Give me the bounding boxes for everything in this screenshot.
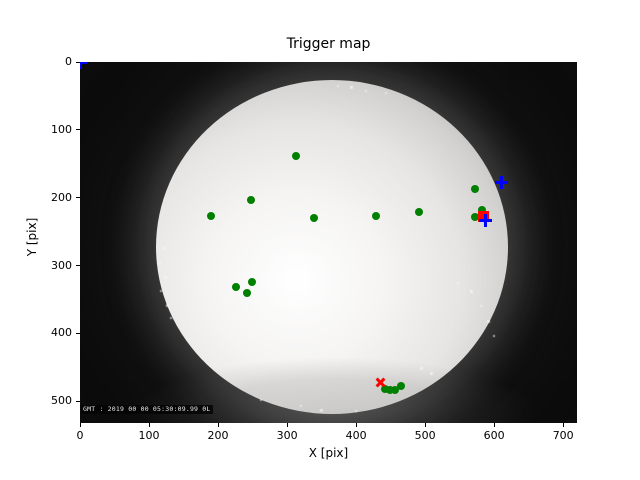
noise-speckle [480,305,482,307]
y-tick-label: 400 [51,326,72,340]
x-tick-mark [217,423,219,427]
noise-speckle [365,90,367,92]
green-trigger-dots-marker [390,386,399,395]
green-trigger-dots-marker [385,386,394,395]
green-trigger-dots-marker [372,212,381,221]
blue-plus-markers-marker [494,176,508,190]
y-tick-label: 500 [51,394,72,408]
x-tick-label: 300 [276,429,298,442]
noise-speckle [159,262,161,264]
x-tick-label: 600 [483,429,505,442]
camera-timestamp-overlay: GMT : 2019 00 00 05:30:09.99 0L [81,405,213,414]
green-trigger-dots-marker [396,381,405,390]
noise-speckle [166,304,169,307]
camera-dome-image [156,80,508,414]
x-tick-label: 700 [552,429,574,442]
y-tick-label: 200 [51,190,72,204]
green-trigger-dots-marker [470,184,479,193]
green-trigger-dots-marker [470,213,479,222]
green-trigger-dots-marker [247,277,256,286]
green-trigger-dots-marker [247,195,256,204]
noise-speckle [260,399,262,401]
noise-speckle [164,276,167,279]
y-tick-label: 100 [51,122,72,136]
green-trigger-dots-marker [243,288,252,297]
green-trigger-dots-marker [232,283,240,292]
noise-speckle [162,247,165,250]
x-tick-label: 400 [345,429,367,442]
green-trigger-dots-marker [310,214,318,223]
y-tick-mark [76,332,80,334]
chart-title: Trigger map [286,36,371,52]
noise-speckle [300,405,302,407]
noise-speckle [457,282,459,284]
blue-plus-markers-marker [478,214,492,228]
green-trigger-dots-marker [292,152,301,161]
noise-speckle [385,92,387,94]
noise-speckle [320,409,323,412]
plot-area: GMT : 2019 00 00 05:30:09.99 0L [80,62,577,423]
y-tick-mark [76,400,80,402]
x-tick-label: 100 [138,429,160,442]
red-square-trigger-marker [477,210,489,222]
x-tick-mark [424,423,426,427]
noise-speckle [487,320,490,323]
y-tick-label: 0 [65,55,72,68]
y-tick-mark [76,129,80,131]
blue-plus-markers-marker [80,62,87,69]
x-tick-label: 200 [207,429,229,442]
x-axis-label: X [pix] [308,446,349,460]
x-tick-mark [493,423,495,427]
noise-speckle [420,367,423,370]
green-trigger-dots-marker [207,212,216,221]
noise-speckle [170,317,172,319]
noise-speckle [350,86,353,89]
y-axis-label: Y [pix] [25,217,39,257]
y-tick-mark [76,61,80,63]
x-tick-mark [286,423,288,427]
noise-speckle [355,410,357,412]
noise-speckle [160,290,162,292]
y-tick-label: 300 [51,258,72,272]
x-tick-label: 500 [414,429,436,442]
x-tick-mark [562,423,564,427]
x-tick-mark [148,423,150,427]
noise-speckle [493,335,495,337]
green-trigger-dots-marker [477,205,486,214]
y-tick-mark [76,197,80,199]
noise-speckle [470,290,473,293]
green-trigger-dots-marker [381,385,390,394]
x-tick-mark [355,423,357,427]
y-tick-mark [76,265,80,267]
x-tick-label: 0 [76,429,84,442]
noise-speckle [337,85,339,87]
x-tick-mark [79,423,81,427]
green-trigger-dots-marker [414,207,423,216]
noise-speckle [430,372,433,375]
